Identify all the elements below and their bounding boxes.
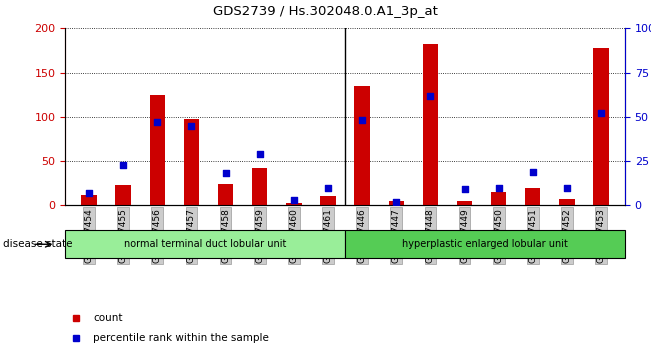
Bar (320, 196, 336, 205)
Bar (115, 185, 131, 205)
Bar (184, 120, 199, 205)
Bar (422, 44, 438, 205)
Point (255, 151, 265, 157)
Bar (150, 95, 165, 205)
Point (527, 169, 538, 175)
Text: disease state: disease state (3, 239, 73, 249)
Text: percentile rank within the sample: percentile rank within the sample (93, 333, 269, 343)
Bar (457, 201, 472, 205)
Bar (286, 202, 301, 205)
Bar (81, 195, 97, 205)
Point (562, 185, 572, 190)
Bar (218, 184, 233, 205)
Point (220, 171, 230, 176)
Bar (559, 199, 575, 205)
Text: hyperplastic enlarged lobular unit: hyperplastic enlarged lobular unit (402, 239, 568, 249)
Point (186, 123, 197, 129)
Bar (389, 201, 404, 205)
Bar (354, 86, 370, 205)
Point (425, 93, 436, 98)
Bar (593, 48, 609, 205)
Point (288, 197, 299, 203)
Point (493, 185, 504, 190)
Bar (491, 192, 506, 205)
Point (118, 162, 128, 167)
Bar (65, 230, 345, 258)
Point (84, 190, 94, 196)
Bar (252, 168, 268, 205)
Point (152, 119, 163, 125)
Point (391, 199, 402, 205)
Point (460, 187, 470, 192)
Point (596, 110, 606, 116)
Text: GDS2739 / Hs.302048.0.A1_3p_at: GDS2739 / Hs.302048.0.A1_3p_at (213, 5, 438, 18)
Point (323, 185, 333, 190)
Point (357, 118, 367, 123)
Bar (525, 188, 540, 205)
Bar (345, 230, 625, 258)
Text: count: count (93, 313, 122, 323)
Text: normal terminal duct lobular unit: normal terminal duct lobular unit (124, 239, 286, 249)
